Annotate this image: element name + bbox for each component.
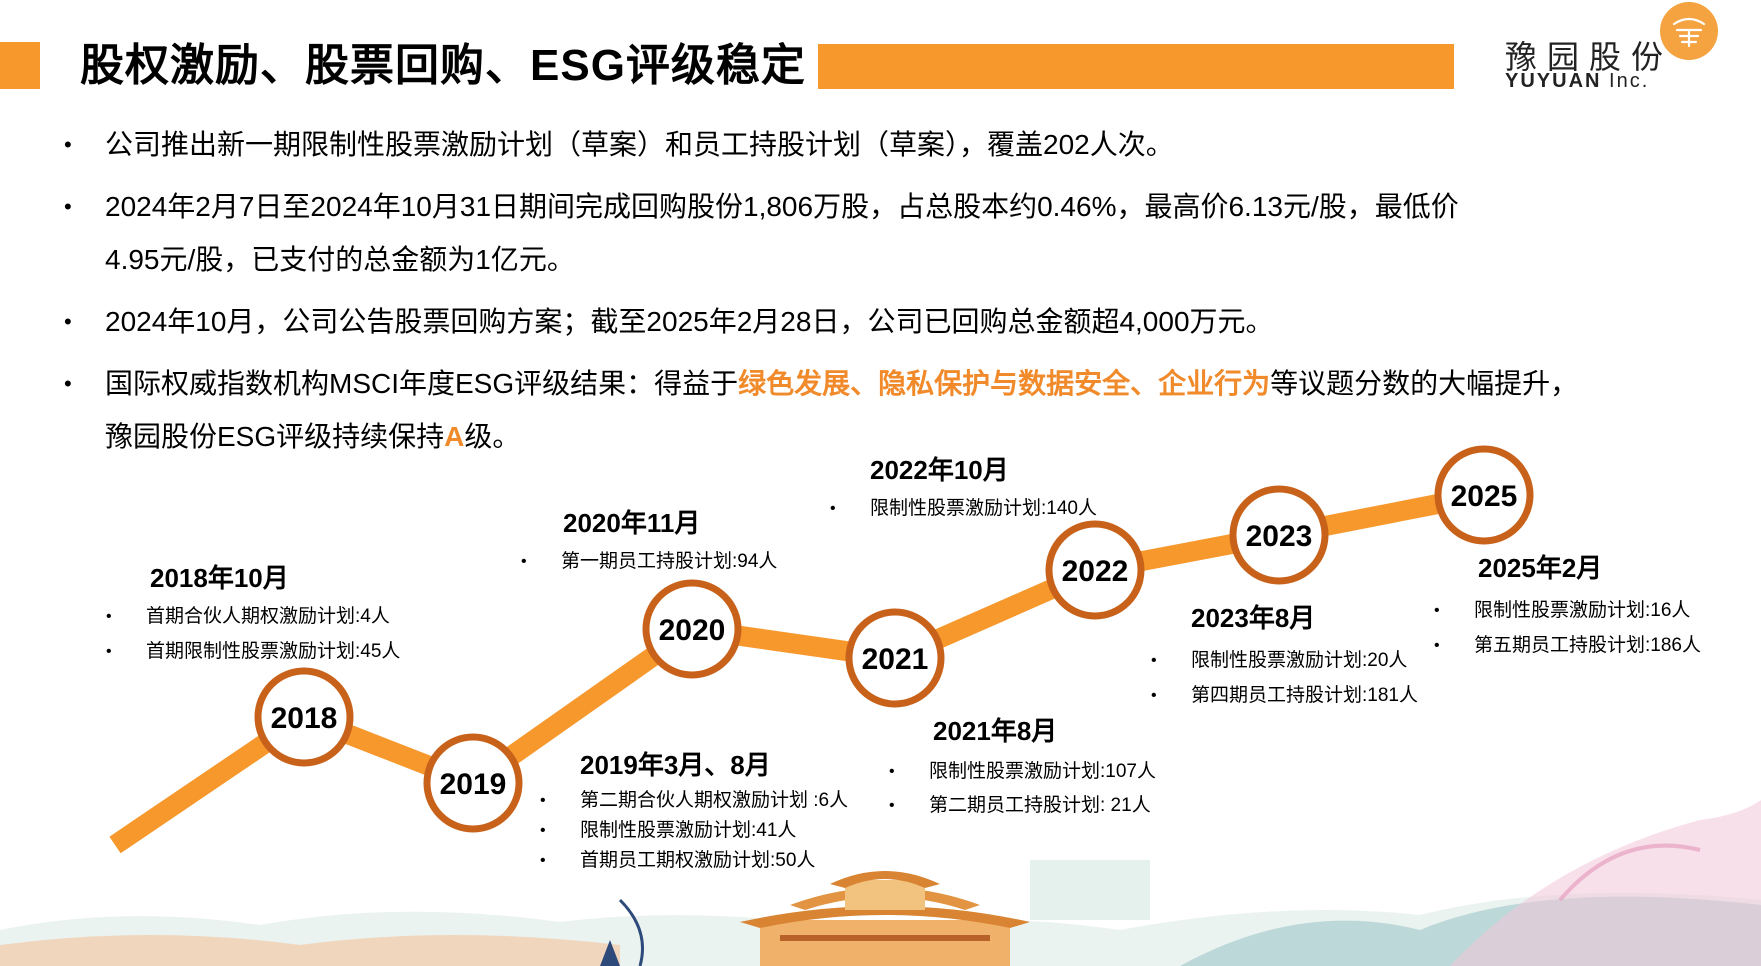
header-accent-bar-right — [818, 44, 1454, 89]
bullet-dot: • — [64, 371, 72, 396]
company-logo-en: YUYUAN Inc. — [1505, 70, 1649, 93]
bullet-text: 公司推出新一期限制性股票激励计划（草案）和员工持股计划（草案），覆盖202人次。 — [105, 129, 1174, 160]
year-node-circle — [423, 733, 523, 833]
esg-middle: 等议题分数的大幅提升， — [1270, 368, 1579, 399]
logo-en-name: YUYUAN — [1505, 70, 1602, 92]
event-item: 第四期员工持股计划:181人 — [1151, 680, 1418, 712]
year-node-label: 2022 — [1062, 555, 1129, 588]
year-node-circle — [642, 579, 742, 679]
event-2022: 2022年10月 限制性股票激励计划:140人 — [830, 450, 1097, 525]
bullet-item-esg: • 国际权威指数机构MSCI年度ESG评级结果：得益于绿色发展、隐私保护与数据安… — [60, 357, 1660, 463]
bullet-dot: • — [64, 132, 72, 157]
event-items: 第二期合伙人期权激励计划 :6人 限制性股票激励计划:41人 首期员工期权激励计… — [540, 786, 848, 876]
company-logo-cn: 豫园股份 — [1505, 38, 1674, 76]
event-item: 限制性股票激励计划:107人 — [889, 756, 1156, 788]
event-item: 首期员工期权激励计划:50人 — [540, 846, 848, 876]
event-item: 第一期员工持股计划:94人 — [521, 546, 777, 578]
event-title: 2021年8月 — [933, 716, 1058, 746]
event-items: 限制性股票激励计划:20人 第四期员工持股计划:181人 — [1151, 645, 1418, 712]
event-2020: 2020年11月 第一期员工持股计划:94人 — [521, 503, 777, 578]
event-items: 限制性股票激励计划:140人 — [830, 493, 1097, 525]
year-node-circle — [1434, 445, 1534, 545]
year-node-circle — [254, 667, 354, 767]
event-items: 限制性股票激励计划:107人 第二期员工持股计划: 21人 — [889, 756, 1156, 822]
year-node-label: 2023 — [1246, 520, 1313, 553]
event-item: 第二期合伙人期权激励计划 :6人 — [540, 786, 848, 816]
bullet-dot: • — [64, 309, 72, 334]
bullet-text-line1: 国际权威指数机构MSCI年度ESG评级结果：得益于绿色发展、隐私保护与数据安全、… — [105, 357, 1660, 410]
event-items: 第一期员工持股计划:94人 — [521, 546, 777, 578]
year-node-2020: 2020 — [642, 579, 742, 679]
event-item: 首期限制性股票激励计划:45人 — [106, 636, 400, 668]
bullet-text-line1: 2024年2月7日至2024年10月31日期间完成回购股份1,806万股，占总股… — [105, 191, 1459, 222]
year-node-label: 2021 — [862, 643, 929, 676]
bullet-item: • 2024年2月7日至2024年10月31日期间完成回购股份1,806万股，占… — [60, 180, 1660, 286]
year-node-label: 2019 — [440, 768, 507, 801]
bullet-text-line2: 豫园股份ESG评级持续保持A级。 — [105, 410, 1660, 463]
bullet-item: • 2024年10月，公司公告股票回购方案；截至2025年2月28日，公司已回购… — [60, 295, 1660, 348]
esg-line2-prefix: 豫园股份ESG评级持续保持 — [105, 421, 445, 452]
event-items: 首期合伙人期权激励计划:4人 首期限制性股票激励计划:45人 — [106, 601, 400, 668]
bullet-dot: • — [64, 194, 72, 219]
event-item: 第二期员工持股计划: 21人 — [889, 790, 1156, 822]
page-title: 股权激励、股票回购、ESG评级稳定 — [80, 41, 806, 90]
event-item: 首期合伙人期权激励计划:4人 — [106, 601, 400, 633]
esg-highlight: 绿色发展、隐私保护与数据安全、企业行为 — [738, 368, 1271, 399]
year-node-label: 2018 — [271, 702, 338, 735]
pavilion-icon — [740, 871, 1030, 966]
esg-rating: A — [444, 421, 465, 452]
esg-suffix: 级。 — [464, 421, 521, 452]
year-node-2025: 2025 — [1434, 445, 1534, 545]
event-title: 2018年10月 — [150, 563, 289, 593]
event-item: 限制性股票激励计划:41人 — [540, 816, 848, 846]
event-2018: 2018年10月 首期合伙人期权激励计划:4人 首期限制性股票激励计划:45人 — [106, 558, 400, 668]
event-title: 2025年2月 — [1478, 553, 1603, 583]
timeline-nodes: 2018 2019 2020 2021 2022 2023 2025 — [254, 445, 1534, 833]
year-node-label: 2025 — [1451, 480, 1518, 513]
bullet-list: • 公司推出新一期限制性股票激励计划（草案）和员工持股计划（草案），覆盖202人… — [60, 118, 1660, 472]
event-2023: 2023年8月 限制性股票激励计划:20人 第四期员工持股计划:181人 — [1151, 598, 1418, 712]
year-node-2019: 2019 — [423, 733, 523, 833]
logo-badge-icon — [1660, 2, 1718, 60]
event-title: 2020年11月 — [563, 508, 701, 538]
event-items: 限制性股票激励计划:16人 第五期员工持股计划:186人 — [1434, 595, 1701, 662]
event-item: 限制性股票激励计划:20人 — [1151, 645, 1418, 677]
bullet-text-line2: 4.95元/股，已支付的总金额为1亿元。 — [105, 244, 575, 275]
logo-en-inc: Inc. — [1609, 70, 1650, 92]
year-node-2022: 2022 — [1045, 520, 1145, 620]
event-2025: 2025年2月 限制性股票激励计划:16人 第五期员工持股计划:186人 — [1434, 548, 1701, 662]
header-accent-bar-left — [0, 42, 40, 89]
esg-prefix: 国际权威指数机构MSCI年度ESG评级结果：得益于 — [105, 368, 739, 399]
year-node-circle — [845, 608, 945, 708]
event-2021: 2021年8月 限制性股票激励计划:107人 第二期员工持股计划: 21人 — [889, 711, 1156, 822]
event-item: 限制性股票激励计划:16人 — [1434, 595, 1701, 627]
event-2019: 2019年3月、8月 第二期合伙人期权激励计划 :6人 限制性股票激励计划:41… — [540, 745, 848, 876]
year-node-2021: 2021 — [845, 608, 945, 708]
year-node-label: 2020 — [659, 614, 726, 647]
event-title: 2019年3月、8月 — [580, 750, 771, 780]
bullet-text: 2024年10月，公司公告股票回购方案；截至2025年2月28日，公司已回购总金… — [105, 306, 1274, 337]
event-item: 限制性股票激励计划:140人 — [830, 493, 1097, 525]
event-title: 2023年8月 — [1191, 603, 1316, 633]
year-node-circle — [1229, 485, 1329, 585]
year-node-2023: 2023 — [1229, 485, 1329, 585]
decorative-bottom-art — [0, 800, 1761, 966]
event-title: 2022年10月 — [870, 455, 1009, 485]
year-node-2018: 2018 — [254, 667, 354, 767]
bullet-item: • 公司推出新一期限制性股票激励计划（草案）和员工持股计划（草案），覆盖202人… — [60, 118, 1660, 171]
event-item: 第五期员工持股计划:186人 — [1434, 630, 1701, 662]
